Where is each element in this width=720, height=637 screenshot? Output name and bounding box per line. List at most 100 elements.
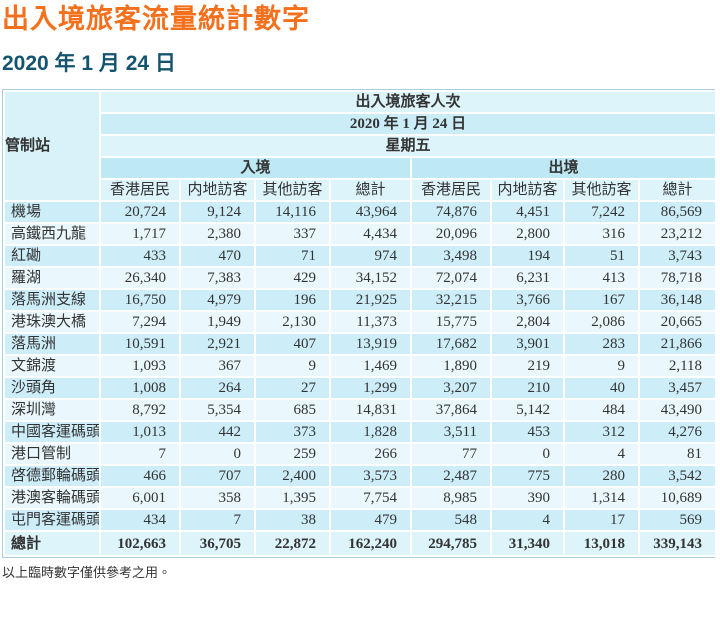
passenger-count-cell: 13,919 (329, 332, 412, 356)
passenger-count-cell: 2,086 (563, 310, 640, 334)
footnote: 以上臨時數字僅供參考之用。 (2, 565, 172, 580)
control-point-name: 啓德郵輪碼頭 (3, 464, 101, 488)
passenger-count-cell: 4,434 (329, 222, 412, 246)
passenger-count-cell: 367 (179, 354, 256, 378)
passenger-count-cell: 1,890 (410, 354, 492, 378)
passenger-count-cell: 775 (490, 464, 565, 488)
subcol-arrival-other-visitors: 其他訪客 (254, 178, 331, 202)
passenger-count-cell: 466 (99, 464, 181, 488)
header-date: 2020 年 1 月 24 日 (98, 112, 718, 136)
control-point-name: 落馬洲支線 (3, 288, 101, 312)
passenger-count-cell: 71 (254, 244, 331, 268)
passenger-count-cell: 339,143 (637, 530, 718, 557)
passenger-count-cell: 707 (179, 464, 256, 488)
passenger-count-cell: 72,074 (410, 266, 492, 290)
table-row: 機場 20,724 9,124 14,116 43,964 74,876 4,451 7,24… (3, 200, 718, 224)
table-row: 中國客運碼頭 1,013 442 373 1,828 3,511 453 312 4,276 (3, 420, 718, 444)
passenger-count-cell: 17 (563, 508, 640, 532)
table-row: 落馬洲 10,591 2,921 407 13,919 17,682 3,901 283 21,… (3, 332, 718, 356)
passenger-count-cell: 266 (329, 442, 412, 466)
subcol-departure-other-visitors: 其他訪客 (563, 178, 640, 202)
passenger-count-cell: 3,542 (637, 464, 718, 488)
passenger-count-cell: 6,001 (99, 486, 181, 510)
passenger-count-cell: 4,979 (179, 288, 256, 312)
passenger-count-cell: 102,663 (99, 530, 181, 557)
header-table-title: 出入境旅客人次 (98, 90, 718, 114)
passenger-count-cell: 20,665 (637, 310, 718, 334)
subcol-departure-hk-residents: 香港居民 (410, 178, 492, 202)
passenger-count-cell: 40 (563, 376, 640, 400)
passenger-count-cell: 8,985 (410, 486, 492, 510)
passenger-count-cell: 51 (563, 244, 640, 268)
passenger-count-cell: 337 (254, 222, 331, 246)
control-point-name: 羅湖 (3, 266, 101, 290)
passenger-count-cell: 1,093 (99, 354, 181, 378)
passenger-count-cell: 14,116 (254, 200, 331, 224)
passenger-count-cell: 7,294 (99, 310, 181, 334)
passenger-count-cell: 38 (254, 508, 331, 532)
passenger-count-cell: 15,775 (410, 310, 492, 334)
passenger-count-cell: 43,490 (637, 398, 718, 422)
header-row-direction: 入境 出境 (4, 156, 718, 180)
header-row-subcolumns: 香港居民 内地訪客 其他訪客 總計 香港居民 内地訪客 其他訪客 總計 (4, 178, 718, 202)
passenger-count-cell: 2,487 (410, 464, 492, 488)
passenger-count-cell: 37,864 (410, 398, 492, 422)
passenger-count-cell: 2,130 (254, 310, 331, 334)
passenger-count-cell: 1,013 (99, 420, 181, 444)
passenger-count-cell: 4,276 (637, 420, 718, 444)
passenger-count-cell: 3,498 (410, 244, 492, 268)
corner-label: 管制站 (3, 90, 101, 202)
control-point-name: 落馬洲 (3, 332, 101, 356)
passenger-count-cell: 0 (179, 442, 256, 466)
passenger-count-cell: 548 (410, 508, 492, 532)
passenger-count-cell: 3,573 (329, 464, 412, 488)
passenger-count-cell: 1,008 (99, 376, 181, 400)
passenger-statistics-table: 管制站 出入境旅客人次 2020 年 1 月 24 日 星期五 入境 出境 香港… (3, 90, 718, 557)
passenger-count-cell: 1,299 (329, 376, 412, 400)
passenger-count-cell: 32,215 (410, 288, 492, 312)
passenger-count-cell: 358 (179, 486, 256, 510)
passenger-count-cell: 21,866 (637, 332, 718, 356)
passenger-count-cell: 433 (99, 244, 181, 268)
passenger-count-cell: 22,872 (254, 530, 331, 557)
control-point-name: 文錦渡 (3, 354, 101, 378)
control-point-name: 高鐵西九龍 (3, 222, 101, 246)
passenger-count-cell: 1,469 (329, 354, 412, 378)
passenger-count-cell: 9,124 (179, 200, 256, 224)
header-arrival: 入境 (99, 156, 412, 180)
passenger-count-cell: 283 (563, 332, 640, 356)
table-total-row: 總計 102,663 36,705 22,872 162,240 294,785 31,34… (3, 530, 718, 557)
passenger-count-cell: 11,373 (329, 310, 412, 334)
table-row: 港口管制 7 0 259 266 77 0 4 81 (3, 442, 718, 466)
passenger-count-cell: 294,785 (410, 530, 492, 557)
table-row: 沙頭角 1,008 264 27 1,299 3,207 210 40 3,457 (3, 376, 718, 400)
table-row: 紅磡 433 470 71 974 3,498 194 51 3,743 (3, 244, 718, 268)
passenger-count-cell: 407 (254, 332, 331, 356)
subcol-arrival-total: 總計 (329, 178, 412, 202)
passenger-count-cell: 7,383 (179, 266, 256, 290)
passenger-count-cell: 43,964 (329, 200, 412, 224)
table-row: 港珠澳大橋 7,294 1,949 2,130 11,373 15,775 2,804 2,0… (3, 310, 718, 334)
passenger-count-cell: 2,380 (179, 222, 256, 246)
table-row: 羅湖 26,340 7,383 429 34,152 72,074 6,231 413 78,7… (3, 266, 718, 290)
passenger-count-cell: 7,242 (563, 200, 640, 224)
passenger-count-cell: 3,766 (490, 288, 565, 312)
passenger-count-cell: 196 (254, 288, 331, 312)
passenger-count-cell: 259 (254, 442, 331, 466)
passenger-count-cell: 7 (99, 442, 181, 466)
passenger-count-cell: 316 (563, 222, 640, 246)
passenger-count-cell: 167 (563, 288, 640, 312)
passenger-count-cell: 5,354 (179, 398, 256, 422)
control-point-name: 中國客運碼頭 (3, 420, 101, 444)
header-row-title: 管制站 出入境旅客人次 (3, 90, 718, 202)
passenger-count-cell: 3,743 (637, 244, 718, 268)
passenger-count-cell: 280 (563, 464, 640, 488)
control-point-name: 港口管制 (3, 442, 101, 466)
control-point-name: 港珠澳大橋 (3, 310, 101, 334)
table-row: 啓德郵輪碼頭 466 707 2,400 3,573 2,487 775 280 3,542 (3, 464, 718, 488)
header-row-weekday: 星期五 (4, 134, 718, 158)
passenger-count-cell: 5,142 (490, 398, 565, 422)
passenger-count-cell: 9 (254, 354, 331, 378)
passenger-count-cell: 1,828 (329, 420, 412, 444)
